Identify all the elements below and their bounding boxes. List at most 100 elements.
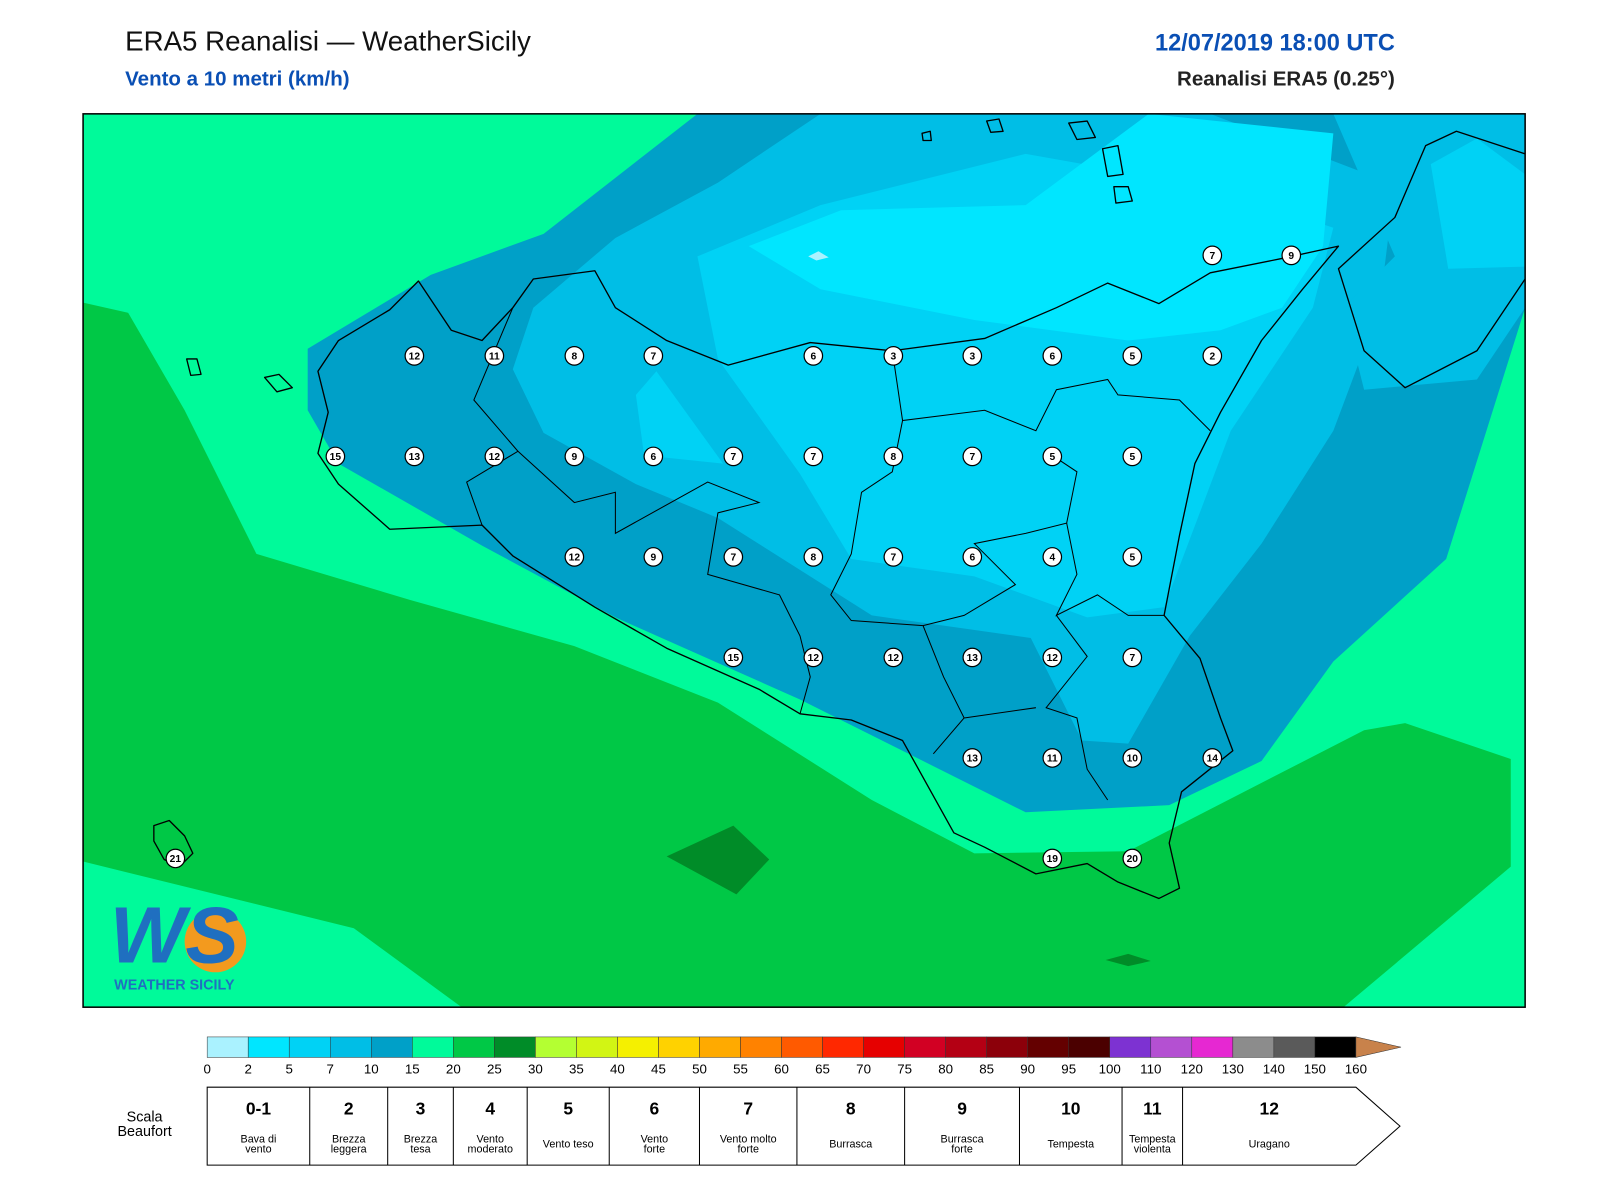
province-border (964, 707, 1036, 719)
calabria-coast (1337, 130, 1526, 389)
logo-name: WEATHER SICILY (114, 977, 235, 993)
station-marker (883, 346, 904, 366)
station-marker (1042, 848, 1063, 869)
station-value: 15 (330, 452, 342, 463)
province-border (891, 350, 1211, 432)
colorbar-tick-label: 10 (364, 1061, 379, 1076)
beaufort-name: Tempesta (1129, 1133, 1176, 1145)
beaufort-force: 9 (957, 1098, 967, 1118)
beaufort-force: 3 (416, 1098, 426, 1118)
colorbar-tick-label: 30 (528, 1061, 543, 1076)
station-marker (325, 446, 346, 467)
field-0-2 (808, 251, 829, 261)
station-value: 3 (890, 352, 896, 363)
colorbar-cell (699, 1036, 741, 1058)
station-value: 5 (1129, 352, 1135, 363)
station-value: 13 (967, 653, 979, 664)
logo-mark: WS (110, 891, 239, 980)
beaufort-frame (206, 1086, 1401, 1166)
station-value: 7 (810, 452, 816, 463)
colorbar-tick-label: 130 (1222, 1061, 1244, 1076)
colorbar-cell (658, 1036, 700, 1058)
beaufort-force: 6 (650, 1098, 660, 1118)
colorbar: 0 2 5 7 10 15 20 25 30 35 40 45 50 55 60 65 70 75 80 85 90 95… (203, 1036, 1402, 1076)
station-value: 7 (730, 553, 736, 564)
station-marker (1202, 245, 1223, 266)
station-marker (484, 346, 505, 366)
colorbar-tick-label: 95 (1061, 1061, 1076, 1076)
beaufort-name: forte (951, 1144, 973, 1156)
beaufort-name: Tempesta (1047, 1138, 1094, 1150)
colorbar-cell (247, 1036, 290, 1058)
colorbar-tick-label: 85 (979, 1061, 994, 1076)
station-value: 6 (810, 352, 816, 363)
station-value: 15 (728, 653, 740, 664)
colorbar-cell (535, 1036, 577, 1058)
station-value: 12 (489, 452, 501, 463)
colorbar-tick-label: 20 (446, 1061, 461, 1076)
beaufort-label: Beaufort (117, 1124, 171, 1140)
colorbar-tick-label: 40 (610, 1061, 625, 1076)
beaufort-force: 5 (563, 1098, 573, 1118)
station-marker (883, 547, 904, 567)
beaufort-name: Burrasca (829, 1138, 872, 1150)
station-value: 12 (409, 352, 421, 363)
colorbar-cell (494, 1036, 536, 1058)
station-value: 10 (1127, 754, 1139, 765)
station-marker (962, 748, 983, 768)
station-value: 12 (888, 653, 900, 664)
field-2-5 (748, 113, 1334, 341)
station-value: 7 (969, 452, 975, 463)
station-value: 19 (1047, 854, 1059, 865)
colorbar-cell (1232, 1036, 1275, 1058)
station-marker (404, 446, 425, 467)
station-value: 6 (969, 553, 975, 564)
beaufort-name: Brezza (404, 1133, 437, 1145)
source: Reanalisi ERA5 (0.25°) (1177, 67, 1395, 90)
colorbar-tick-label: 5 (286, 1061, 293, 1076)
station-marker (1202, 748, 1223, 768)
beaufort-name: moderato (468, 1144, 513, 1156)
station-value: 4 (1049, 553, 1055, 564)
station-marker (1042, 547, 1063, 567)
island (186, 358, 202, 377)
station-value: 7 (890, 553, 896, 564)
station-marker (564, 547, 585, 567)
beaufort-force: 7 (743, 1098, 753, 1118)
station-marker (723, 446, 744, 467)
colorbar-cell (1191, 1036, 1234, 1058)
station-marker (165, 848, 186, 869)
province-border (1045, 615, 1109, 801)
station-marker (962, 346, 983, 366)
station-marker (564, 446, 585, 467)
beaufort-name: Bava di (241, 1133, 277, 1145)
station-marker (1281, 245, 1302, 266)
province-border (1055, 522, 1165, 617)
stations: 7 9 12 11 8 7 6 3 3 6 5 2 15 13 12 9 6 7 7 8 7 5 5 12 9 7 8 7 6 4 5 15 1… (165, 245, 1302, 869)
island (1101, 144, 1124, 178)
colorbar-cell (329, 1036, 372, 1058)
station-value: 20 (1127, 854, 1139, 865)
station-value: 8 (890, 452, 896, 463)
station-marker (1122, 346, 1143, 366)
island (986, 118, 1004, 133)
station-marker (962, 446, 983, 467)
colorbar-tick-label: 75 (897, 1061, 912, 1076)
island (921, 130, 932, 142)
beaufort-name: Vento molto (720, 1133, 777, 1145)
station-marker (1202, 346, 1223, 366)
station-marker (1122, 848, 1143, 869)
sicily-coast (317, 245, 1340, 900)
colorbar-tick-label: 120 (1181, 1061, 1203, 1076)
colorbar-cell (1068, 1036, 1110, 1058)
colorbar-cell (986, 1036, 1028, 1058)
field-20-25 (83, 302, 1511, 1008)
colorbar-tick-label: 7 (327, 1061, 334, 1076)
colorbar-cell (740, 1036, 782, 1058)
colorbar-tick-label: 70 (856, 1061, 871, 1076)
colorbar-cell (371, 1036, 413, 1058)
island (153, 819, 194, 868)
colorbar-cell (781, 1036, 823, 1058)
station-value: 3 (969, 352, 975, 363)
station-marker (1122, 446, 1143, 467)
